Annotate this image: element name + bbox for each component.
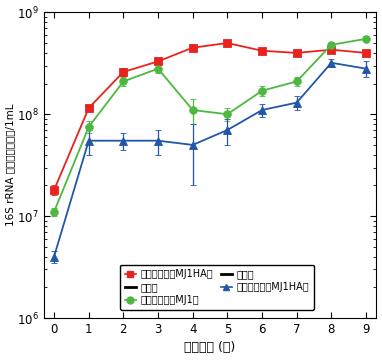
Legend: 宿主アーキアMJ1HA株, 純培養, ナノアーキアMJ1株, 共培養, 宿主アーキアMJ1HA株, : 宿主アーキアMJ1HA株, 純培養, ナノアーキアMJ1株, 共培養, 宿主アー…: [120, 265, 314, 310]
Y-axis label: 16S rRNA 遣伝子コピー数/1mL: 16S rRNA 遣伝子コピー数/1mL: [6, 104, 16, 226]
X-axis label: 培養時間 (日): 培養時間 (日): [185, 341, 236, 355]
